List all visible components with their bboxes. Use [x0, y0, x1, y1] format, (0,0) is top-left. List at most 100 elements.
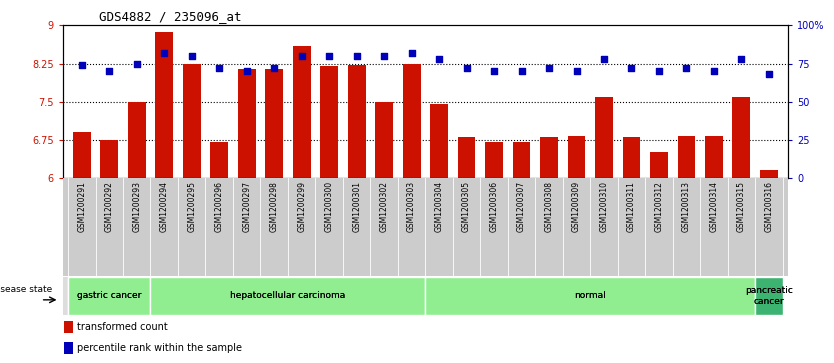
Text: GSM1200295: GSM1200295 — [187, 181, 196, 232]
Text: GSM1200298: GSM1200298 — [269, 181, 279, 232]
Text: GSM1200306: GSM1200306 — [490, 181, 499, 232]
Bar — [155, 32, 173, 178]
Text: GSM1200304: GSM1200304 — [435, 181, 444, 232]
Point — [103, 68, 116, 74]
Bar — [622, 137, 641, 178]
Text: hepatocellular carcinoma: hepatocellular carcinoma — [230, 291, 345, 300]
Bar — [705, 136, 723, 178]
Text: gastric cancer: gastric cancer — [77, 291, 142, 300]
Text: transformed count: transformed count — [77, 322, 168, 332]
Text: GSM1200313: GSM1200313 — [682, 181, 691, 232]
Text: GSM1200307: GSM1200307 — [517, 181, 526, 232]
Bar — [375, 102, 393, 178]
FancyBboxPatch shape — [150, 277, 425, 315]
Bar — [64, 321, 73, 333]
Text: gastric cancer: gastric cancer — [77, 291, 142, 300]
Point — [240, 68, 254, 74]
Text: GSM1200309: GSM1200309 — [572, 181, 581, 232]
Bar — [64, 342, 73, 354]
Text: GSM1200308: GSM1200308 — [545, 181, 554, 232]
Text: GDS4882 / 235096_at: GDS4882 / 235096_at — [98, 10, 241, 23]
Point — [432, 56, 445, 62]
Bar — [458, 137, 475, 178]
Text: pancreatic
cancer: pancreatic cancer — [745, 286, 793, 306]
Point — [570, 68, 583, 74]
Bar — [595, 97, 613, 178]
Bar — [760, 170, 778, 178]
Point — [762, 71, 776, 77]
Point — [735, 56, 748, 62]
Bar — [238, 69, 256, 178]
Bar — [73, 132, 91, 178]
Bar — [540, 137, 558, 178]
Text: GSM1200315: GSM1200315 — [737, 181, 746, 232]
FancyBboxPatch shape — [755, 277, 782, 315]
Bar — [430, 104, 448, 178]
Text: GSM1200301: GSM1200301 — [352, 181, 361, 232]
Text: hepatocellular carcinoma: hepatocellular carcinoma — [230, 291, 345, 300]
Point — [185, 53, 198, 59]
Bar — [513, 142, 530, 178]
Point — [405, 50, 419, 56]
Bar — [320, 66, 338, 178]
FancyBboxPatch shape — [63, 277, 777, 315]
Point — [213, 65, 226, 71]
FancyBboxPatch shape — [425, 277, 755, 315]
Point — [625, 65, 638, 71]
Point — [515, 68, 528, 74]
Text: GSM1200305: GSM1200305 — [462, 181, 471, 232]
FancyBboxPatch shape — [150, 277, 425, 315]
FancyBboxPatch shape — [755, 277, 782, 315]
Text: GSM1200297: GSM1200297 — [242, 181, 251, 232]
Point — [652, 68, 666, 74]
Bar — [100, 140, 118, 178]
Text: GSM1200291: GSM1200291 — [78, 181, 86, 232]
Point — [75, 62, 88, 68]
Text: GSM1200296: GSM1200296 — [214, 181, 224, 232]
Bar — [403, 64, 420, 178]
Bar — [265, 69, 283, 178]
Point — [350, 53, 364, 59]
Bar — [183, 64, 201, 178]
Text: GSM1200314: GSM1200314 — [710, 181, 718, 232]
Point — [597, 56, 610, 62]
FancyBboxPatch shape — [68, 277, 150, 315]
Point — [158, 50, 171, 56]
Bar — [293, 46, 310, 178]
Point — [295, 53, 309, 59]
Text: pancreatic
cancer: pancreatic cancer — [745, 286, 793, 306]
Point — [542, 65, 555, 71]
FancyBboxPatch shape — [425, 277, 755, 315]
Point — [378, 53, 391, 59]
Bar — [128, 102, 146, 178]
Text: disease state: disease state — [0, 285, 52, 294]
Bar — [485, 142, 503, 178]
Text: percentile rank within the sample: percentile rank within the sample — [77, 343, 242, 353]
FancyBboxPatch shape — [68, 277, 150, 315]
Bar — [568, 136, 585, 178]
Text: GSM1200293: GSM1200293 — [133, 181, 141, 232]
Text: normal: normal — [575, 291, 606, 300]
Bar — [210, 142, 229, 178]
Text: GSM1200292: GSM1200292 — [105, 181, 113, 232]
Text: GSM1200303: GSM1200303 — [407, 181, 416, 232]
Bar — [650, 152, 668, 178]
Point — [460, 65, 473, 71]
Point — [487, 68, 500, 74]
Point — [130, 61, 143, 66]
Text: GSM1200316: GSM1200316 — [765, 181, 773, 232]
Text: GSM1200299: GSM1200299 — [297, 181, 306, 232]
Bar — [348, 65, 365, 178]
Bar — [732, 97, 751, 178]
Point — [323, 53, 336, 59]
Point — [268, 65, 281, 71]
Text: GSM1200311: GSM1200311 — [627, 181, 636, 232]
Point — [680, 65, 693, 71]
Text: GSM1200302: GSM1200302 — [379, 181, 389, 232]
Text: GSM1200300: GSM1200300 — [324, 181, 334, 232]
Text: normal: normal — [575, 291, 606, 300]
Point — [707, 68, 721, 74]
Text: GSM1200312: GSM1200312 — [655, 181, 664, 232]
Text: GSM1200310: GSM1200310 — [600, 181, 609, 232]
Bar — [677, 136, 696, 178]
